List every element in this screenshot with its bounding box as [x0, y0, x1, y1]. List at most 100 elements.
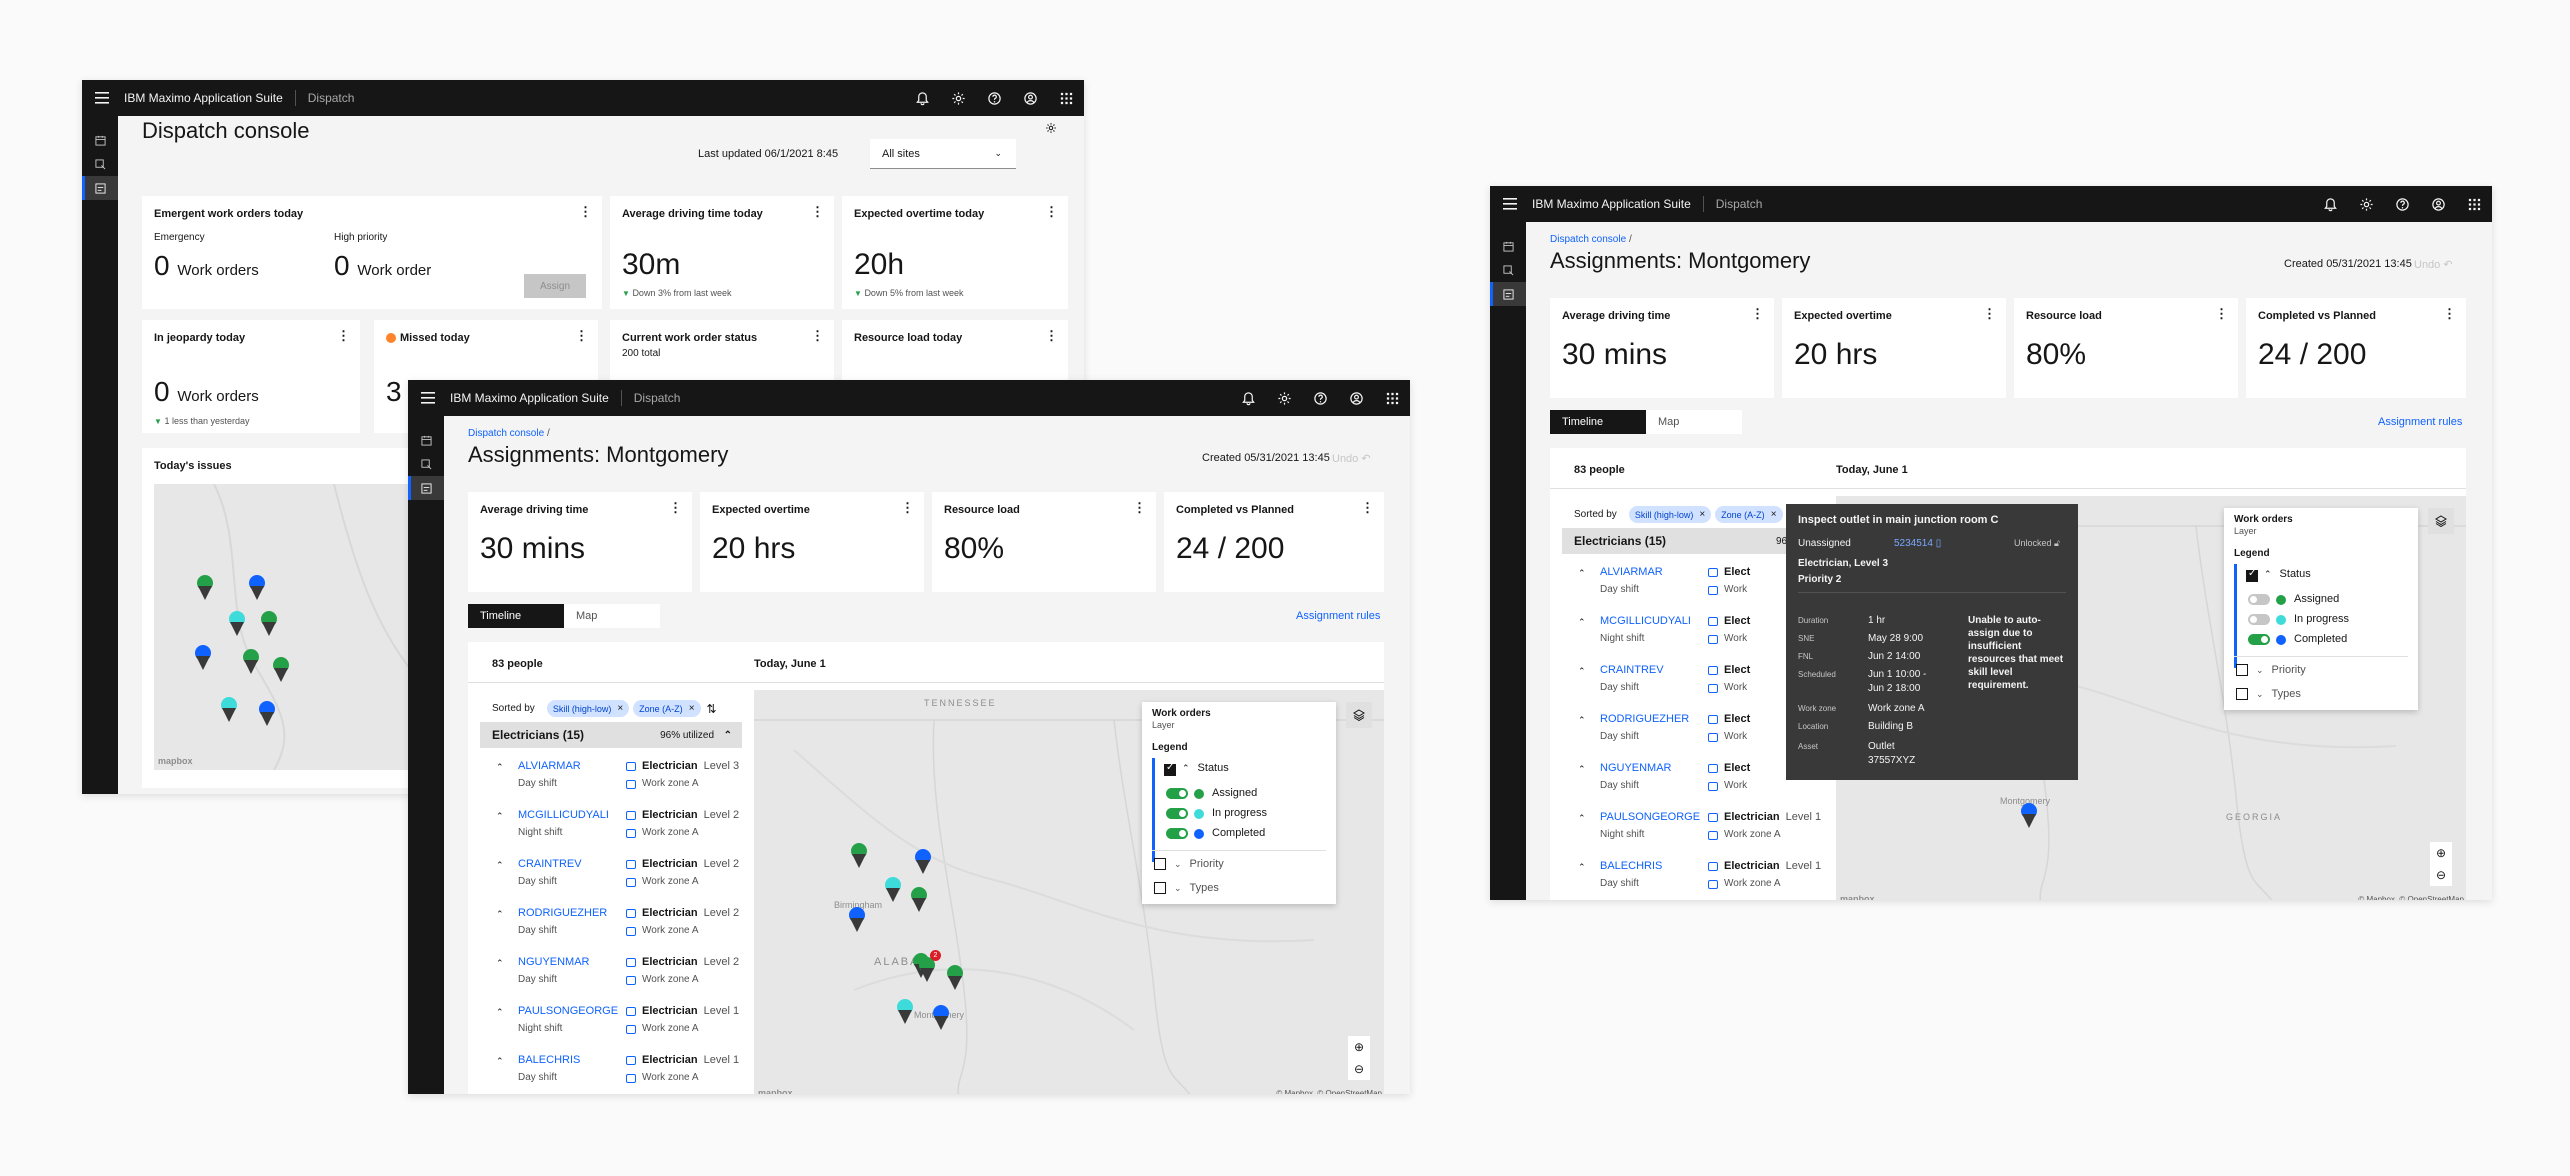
help-icon[interactable] [2384, 186, 2420, 222]
reassign-icon[interactable] [1708, 813, 1718, 822]
resource-name[interactable]: CRAINTREV [1600, 664, 1664, 676]
overflow-menu-icon[interactable]: ⋮ [901, 500, 914, 515]
resource-row[interactable]: ⌃ BALECHRIS Day shift Electrician Level 1 Wor… [1562, 854, 1824, 900]
types-checkbox[interactable] [1154, 882, 1166, 894]
reassign-icon[interactable] [1708, 831, 1718, 840]
resource-row[interactable]: ⌃ ALVIARMAR Day shift Electrician Level 3 Wor… [480, 754, 742, 803]
chevron-down-icon[interactable]: ⌄ [1174, 882, 1182, 893]
status-checkbox[interactable] [1164, 762, 1176, 776]
calendar-icon[interactable] [408, 428, 444, 452]
sort-tag[interactable]: Zone (A-Z) × [633, 700, 701, 717]
overflow-menu-icon[interactable]: ⋮ [575, 328, 588, 343]
resource-name[interactable]: PAULSONGEORGE [518, 1005, 619, 1017]
overflow-menu-icon[interactable]: ⋮ [1751, 306, 1764, 321]
map-pin[interactable] [2020, 802, 2038, 828]
breadcrumb-link[interactable]: Dispatch console [1550, 234, 1627, 245]
notification-icon[interactable] [1230, 380, 1266, 416]
overflow-menu-icon[interactable]: ⋮ [2443, 306, 2456, 321]
chevron-up-icon[interactable]: ⌃ [1578, 715, 1586, 725]
overflow-menu-icon[interactable]: ⋮ [811, 328, 824, 343]
app-switcher-icon[interactable] [1374, 380, 1410, 416]
reassign-icon[interactable] [1708, 764, 1718, 773]
map-pin[interactable] [946, 964, 964, 990]
priority-checkbox[interactable] [2236, 664, 2248, 676]
undo-button[interactable]: Undo ↶ [1332, 452, 1371, 465]
chevron-up-icon[interactable]: ⌃ [723, 729, 732, 741]
app-switcher-icon[interactable] [1048, 80, 1084, 116]
completed-toggle[interactable] [1166, 828, 1188, 839]
app-switcher-icon[interactable] [2456, 186, 2492, 222]
resource-name[interactable]: BALECHRIS [518, 1054, 581, 1066]
resource-row[interactable]: ⌃ RODRIGUEZHER Day shift Elect Work [1562, 707, 1824, 756]
overflow-menu-icon[interactable]: ⋮ [1045, 328, 1058, 343]
close-icon[interactable]: × [617, 703, 624, 714]
brand-name[interactable]: IBM Maximo Application Suite [1532, 197, 1691, 211]
close-icon[interactable]: × [688, 703, 695, 714]
group-header[interactable]: Electricians (15) 96% [1562, 528, 1824, 554]
types-checkbox[interactable] [2236, 688, 2248, 700]
reassign-icon[interactable] [626, 878, 636, 887]
chevron-up-icon[interactable]: ⌃ [1578, 764, 1586, 774]
unlock-icon[interactable]: 🔓︎ [2054, 538, 2060, 548]
reassign-icon[interactable] [626, 927, 636, 936]
close-icon[interactable]: × [1770, 509, 1777, 520]
layers-icon[interactable] [2428, 508, 2454, 534]
dispatch-icon[interactable] [1490, 258, 1526, 282]
chevron-up-icon[interactable]: ⌃ [496, 860, 504, 870]
calendar-icon[interactable] [1490, 234, 1526, 258]
chevron-up-icon[interactable]: ⌃ [1578, 617, 1586, 627]
map-pin[interactable] [910, 886, 928, 912]
notification-icon[interactable] [904, 80, 940, 116]
reassign-icon[interactable] [1708, 733, 1718, 742]
resource-name[interactable]: RODRIGUEZHER [1600, 713, 1690, 725]
resource-row[interactable]: ⌃ NGUYENMAR Day shift Elect Work [1562, 756, 1824, 805]
chevron-up-icon[interactable]: ⌃ [496, 1007, 504, 1017]
reassign-icon[interactable] [1708, 666, 1718, 675]
menu-icon[interactable] [408, 380, 448, 416]
chevron-up-icon[interactable]: ⌃ [1578, 862, 1586, 872]
reassign-icon[interactable] [1708, 568, 1718, 577]
menu-icon[interactable] [82, 80, 122, 116]
chevron-up-icon[interactable]: ⌃ [1578, 568, 1586, 578]
reassign-icon[interactable] [626, 1025, 636, 1034]
resource-name[interactable]: PAULSONGEORGE [1600, 811, 1701, 823]
overflow-menu-icon[interactable]: ⋮ [2215, 306, 2228, 321]
resource-row[interactable]: ⌃ CRAINTREV Day shift Elect Work [1562, 658, 1824, 707]
zoom-in-icon[interactable]: ⊕ [1353, 1040, 1365, 1054]
resource-row[interactable]: ⌃ NGUYENMAR Day shift Electrician Level 2 Wor… [480, 950, 742, 999]
sort-tag[interactable]: Skill (high-low) × [1628, 506, 1712, 523]
console-settings-icon[interactable] [1045, 121, 1057, 139]
resource-name[interactable]: ALVIARMAR [518, 760, 581, 772]
resource-name[interactable]: NGUYENMAR [518, 956, 590, 968]
reassign-icon[interactable] [626, 976, 636, 985]
reassign-icon[interactable] [626, 780, 636, 789]
map-pin[interactable] [896, 998, 914, 1024]
reassign-icon[interactable] [1708, 715, 1718, 724]
tab-map[interactable]: Map [564, 604, 660, 628]
resource-row[interactable]: ⌃ MCGILLICUDYALI Night shift Electrician Lev… [480, 803, 742, 852]
assigned-toggle[interactable] [1166, 788, 1188, 799]
priority-checkbox[interactable] [1154, 858, 1166, 870]
reassign-icon[interactable] [1708, 617, 1718, 626]
resource-name[interactable]: RODRIGUEZHER [518, 907, 608, 919]
reassign-icon[interactable] [1708, 684, 1718, 693]
resource-row[interactable]: ⌃ BALECHRIS Day shift Electrician Level 1 Wor… [480, 1048, 742, 1094]
reassign-icon[interactable] [626, 1007, 636, 1016]
calendar-icon[interactable] [82, 128, 118, 152]
map-pin[interactable] [848, 906, 866, 932]
reassign-icon[interactable] [1708, 586, 1718, 595]
settings-icon[interactable] [1266, 380, 1302, 416]
resource-row[interactable]: ⌃ PAULSONGEORGE Night shift Electrician Leve… [480, 999, 742, 1048]
reassign-icon[interactable] [626, 1074, 636, 1083]
site-select[interactable]: All sites ⌄ [870, 139, 1016, 169]
brand-name[interactable]: IBM Maximo Application Suite [450, 391, 609, 405]
chevron-up-icon[interactable]: ⌃ [1578, 813, 1586, 823]
chevron-up-icon[interactable]: ⌃ [496, 762, 504, 772]
resource-name[interactable]: BALECHRIS [1600, 860, 1663, 872]
resource-name[interactable]: CRAINTREV [518, 858, 582, 870]
resource-row[interactable]: ⌃ RODRIGUEZHER Day shift Electrician Level 2… [480, 901, 742, 950]
reassign-icon[interactable] [1708, 782, 1718, 791]
chevron-down-icon[interactable]: ⌄ [2256, 664, 2264, 675]
sort-tag[interactable]: Skill (high-low) × [546, 700, 630, 717]
menu-icon[interactable] [1490, 186, 1530, 222]
